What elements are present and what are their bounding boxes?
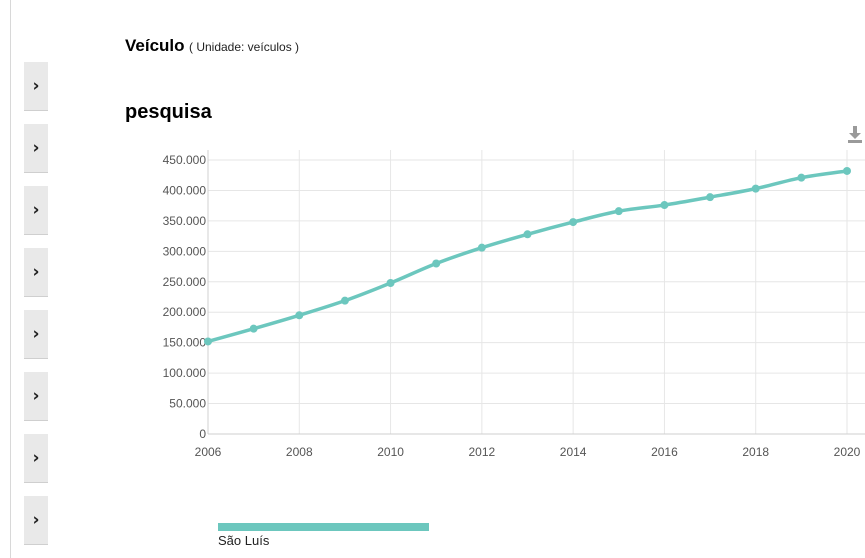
x-tick-label: 2006 [195, 445, 222, 459]
data-point [797, 173, 806, 182]
y-tick-label: 350.000 [163, 214, 207, 228]
sidebar-expand-button[interactable]: › [24, 124, 48, 173]
y-tick-label: 450.000 [163, 153, 207, 167]
y-tick-label: 250.000 [163, 275, 207, 289]
data-point [706, 193, 715, 202]
data-point [204, 337, 212, 346]
sidebar-expand-button[interactable]: › [24, 496, 48, 545]
data-point [295, 311, 304, 320]
download-icon[interactable] [846, 124, 864, 146]
chevron-right-icon: › [32, 448, 40, 468]
series-line [206, 169, 849, 344]
data-point [843, 166, 851, 175]
x-tick-label: 2010 [377, 445, 404, 459]
y-tick-label: 100.000 [163, 366, 207, 380]
chevron-right-icon: › [32, 76, 40, 96]
data-point [249, 324, 258, 333]
y-tick-label: 300.000 [163, 244, 207, 258]
data-point [386, 278, 395, 287]
data-point [660, 201, 669, 210]
line-chart: 0 50.000 100.000 150.000 200.000 250.000 300.0… [163, 150, 865, 459]
chevron-right-icon: › [32, 386, 40, 406]
y-tick-label: 400.000 [163, 183, 207, 197]
page-title: Veículo [125, 36, 185, 55]
legend-swatch [218, 523, 429, 531]
chevron-right-icon: › [32, 262, 40, 282]
chart-title: pesquisa [125, 101, 212, 123]
y-tick-label: 50.000 [169, 397, 206, 411]
data-point [751, 184, 760, 193]
sidebar-expand-button[interactable]: › [24, 434, 48, 483]
sidebar-expand-button[interactable]: › [24, 62, 48, 111]
data-point [614, 207, 623, 216]
y-tick-label: 200.000 [163, 305, 207, 319]
y-tick-label: 0 [199, 427, 206, 441]
data-point [340, 296, 349, 305]
sidebar-expand-button[interactable]: › [24, 248, 48, 297]
x-tick-label: 2012 [469, 445, 496, 459]
unit-label: ( Unidade: veículos ) [188, 40, 300, 54]
chevron-right-icon: › [32, 200, 40, 220]
x-tick-label: 2020 [834, 445, 861, 459]
legend-label: São Luís [218, 533, 270, 548]
x-tick-label: 2018 [742, 445, 769, 459]
x-tick-label: 2016 [651, 445, 678, 459]
x-tick-label: 2014 [560, 445, 587, 459]
sidebar-expand-button[interactable]: › [24, 186, 48, 235]
legend-item-sao-luis[interactable]: São Luís [218, 523, 429, 548]
sidebar-expand-button[interactable]: › [24, 372, 48, 421]
left-divider [10, 0, 11, 558]
y-tick-label: 150.000 [163, 336, 207, 350]
data-point [477, 243, 486, 252]
chevron-right-icon: › [32, 324, 40, 344]
data-point [523, 230, 532, 239]
sidebar-expand-button[interactable]: › [24, 310, 48, 359]
chart-header: Veículo ( Unidade: veículos ) [125, 36, 299, 56]
chevron-right-icon: › [32, 510, 40, 530]
data-point [432, 259, 441, 268]
data-point [569, 218, 578, 227]
chevron-right-icon: › [32, 138, 40, 158]
x-tick-label: 2008 [286, 445, 313, 459]
